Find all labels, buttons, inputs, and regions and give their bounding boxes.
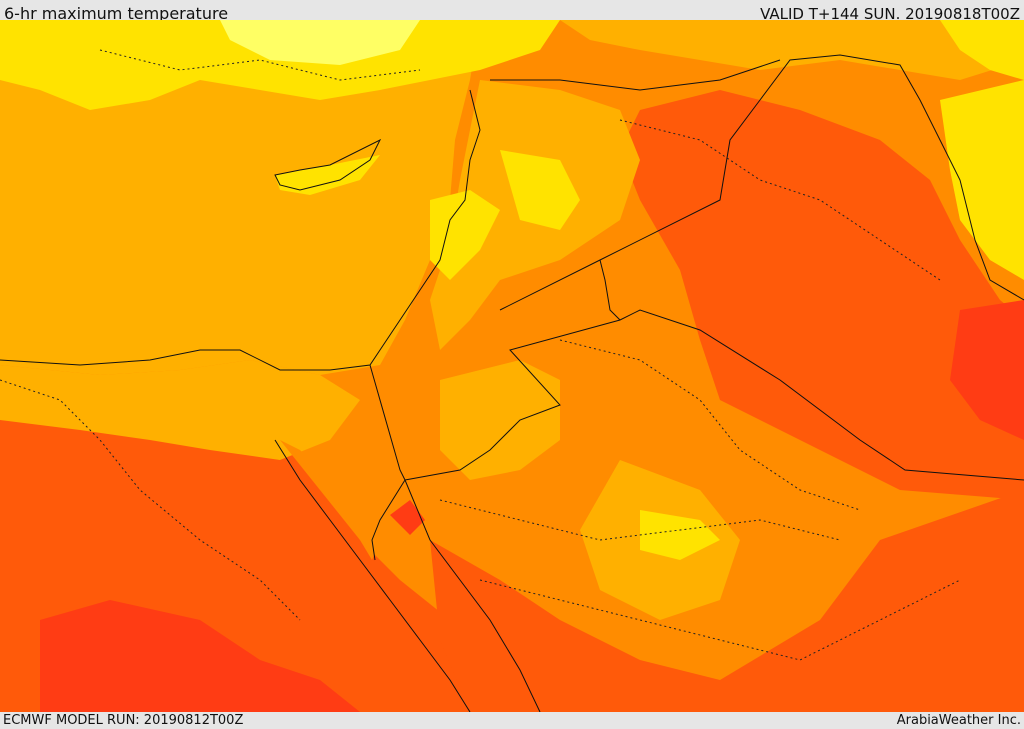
zone-yellow-saudi [640, 510, 720, 560]
footer-bar: ECMWF MODEL RUN: 20190812T00Z ArabiaWeat… [0, 712, 1024, 729]
zone-yellow-iran [940, 80, 1024, 280]
country-borders [0, 54, 1024, 712]
zone-red-sinai [390, 500, 425, 535]
zone-yellow-syria [500, 150, 580, 230]
map-title: 6-hr maximum temperature [4, 4, 229, 23]
credit: ArabiaWeather Inc. [896, 713, 1021, 728]
red-sea-gulf [280, 440, 380, 560]
zone-red-gulf [950, 300, 1024, 440]
zone-light-jordan [440, 360, 560, 480]
header-bar: 6-hr maximum temperature VALID T+144 SUN… [0, 0, 1024, 23]
valid-time: VALID T+144 SUN. 20190818T00Z [760, 5, 1020, 23]
zone-light-egypt [0, 360, 360, 460]
zone-light-med [0, 20, 480, 375]
temperature-map [0, 20, 1024, 712]
zone-dark-arabia-south [430, 490, 1024, 712]
model-run: ECMWF MODEL RUN: 20190812T00Z [3, 713, 244, 728]
zone-pale-turkey [220, 20, 420, 65]
zone-yellow-turkey-east [560, 20, 1024, 80]
map-canvas [0, 20, 1024, 712]
zone-yellow-lebanon [430, 190, 500, 280]
zone-red-sudan [40, 600, 360, 712]
admin-boundaries [0, 49, 961, 661]
zone-yellow-cyprus [275, 155, 380, 195]
zone-pale-caucasus [940, 20, 1024, 80]
zone-yellow-turkey [0, 20, 560, 110]
